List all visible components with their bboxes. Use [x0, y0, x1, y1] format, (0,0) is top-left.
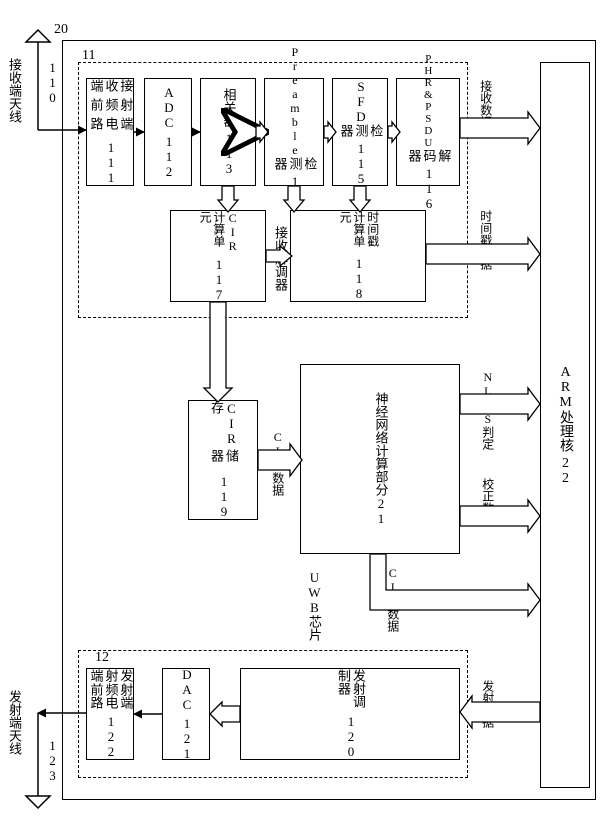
block11-num: 11 — [82, 48, 95, 64]
uwb-chip-label: UWB芯片 — [306, 570, 321, 641]
edge-nlos: NLOS判定 — [480, 370, 494, 450]
edge-cir1: CIR数据 — [270, 430, 284, 496]
neural-network: 神经网络计算部分21 — [300, 364, 460, 554]
tx-rf-frontend: 发射端 射频前 端电路 122 — [86, 668, 134, 760]
preamble-detector: Preamble 检测器 114 — [264, 78, 324, 186]
arm-core: ARM处理核 22 — [540, 62, 590, 788]
timestamp-calc-unit: 时间戳计算单元 118 — [290, 210, 426, 302]
rx-antenna-label: 接收端天线 — [6, 58, 21, 123]
dac: DAC 121 — [162, 668, 210, 760]
tx-modulator: 发射调制器 120 — [240, 668, 460, 760]
correlator: 相关器 113 — [200, 78, 256, 186]
edge-cir2: CIR数据 — [385, 566, 399, 632]
sfd-detector: SFD 检测器 115 — [332, 78, 388, 186]
arm-num: 22 — [557, 456, 573, 486]
edge-rx-data: 接收数据 — [478, 80, 492, 128]
edge-tx-data: 发射数据 — [480, 680, 494, 728]
rx-rf-frontend: 接收端 射频前 端电路 111 — [86, 78, 134, 186]
block12-num: 12 — [95, 650, 109, 666]
tx-antenna-label: 发射端天线 — [6, 690, 21, 755]
edge-corr: 校正数据 — [480, 478, 494, 526]
phr-psdu-decoder: PHR&PSDU 解码器 116 — [396, 78, 460, 186]
arm-label: ARM处理核 — [557, 365, 573, 452]
rx-antenna-num: 110 — [44, 60, 59, 105]
outer-num-20: 20 — [54, 22, 68, 38]
adc: ADC 112 — [144, 78, 192, 186]
rx-demod-label: 接收解调器 — [272, 226, 287, 291]
cir-calc-unit: CIR计算单元 117 — [170, 210, 266, 302]
cir-storage: CIR存 储器 119 — [188, 400, 258, 520]
edge-ts-data: 时间戳数据 — [478, 210, 492, 270]
tx-antenna-num: 123 — [44, 738, 59, 783]
